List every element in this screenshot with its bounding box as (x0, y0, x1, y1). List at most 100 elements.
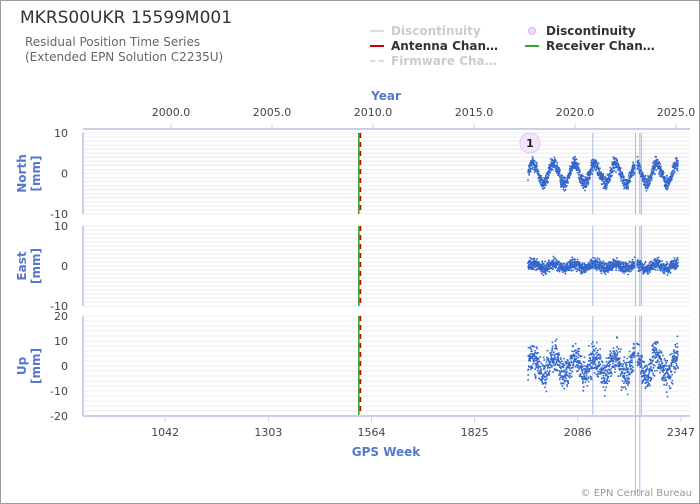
data-point (563, 180, 565, 182)
data-point (676, 168, 678, 171)
data-point (630, 171, 632, 174)
data-point (595, 162, 598, 164)
data-point (531, 357, 534, 360)
legend-item-receiver-change[interactable]: Receiver Chan… (525, 39, 655, 53)
data-point (578, 176, 580, 179)
data-point (649, 267, 652, 269)
data-point (608, 176, 610, 178)
data-point (630, 270, 632, 273)
data-point (676, 335, 679, 338)
data-point (613, 158, 616, 160)
data-point (612, 357, 614, 360)
data-point (549, 165, 552, 168)
data-point (586, 264, 589, 267)
data-point (584, 271, 587, 273)
data-point (574, 266, 576, 269)
data-point (638, 362, 641, 365)
legend-item-antenna-change[interactable]: Antenna Chan… (370, 39, 498, 53)
data-point (564, 177, 567, 179)
data-point (531, 268, 534, 271)
data-point (618, 368, 620, 370)
data-point (666, 382, 668, 385)
data-point (545, 263, 548, 266)
data-point (608, 369, 611, 371)
data-point (564, 269, 566, 271)
data-point (659, 261, 661, 263)
data-point (575, 357, 578, 360)
data-point (604, 180, 607, 182)
data-point (550, 168, 553, 170)
data-point (615, 350, 618, 352)
data-point (617, 163, 620, 166)
data-point (667, 177, 670, 180)
data-point (579, 267, 581, 269)
data-point (627, 188, 629, 190)
data-point (625, 382, 628, 385)
data-point (668, 266, 670, 268)
data-point (609, 370, 612, 373)
data-point (663, 178, 665, 180)
data-point (638, 265, 641, 268)
data-point (561, 181, 564, 184)
legend-item-discontinuity-line[interactable]: Discontinuity (370, 24, 481, 38)
data-point (664, 376, 667, 379)
data-point (621, 171, 623, 174)
data-point (627, 266, 629, 268)
data-point (646, 271, 648, 273)
data-point (633, 167, 636, 169)
data-point (588, 172, 590, 174)
data-point (552, 160, 555, 162)
data-point (606, 382, 609, 385)
data-point (551, 353, 553, 356)
data-point (546, 370, 549, 372)
data-point (532, 161, 535, 164)
data-point (619, 264, 621, 266)
data-point (580, 362, 582, 365)
data-point (613, 166, 615, 169)
data-point (642, 268, 645, 271)
data-point (605, 374, 607, 376)
data-point (617, 347, 620, 350)
data-point (650, 268, 652, 270)
data-point (540, 268, 542, 271)
data-point (581, 369, 583, 371)
data-point (579, 354, 581, 357)
data-point (565, 361, 568, 363)
data-point (543, 373, 545, 376)
data-point (555, 262, 557, 264)
data-point (553, 351, 555, 354)
data-point (560, 176, 563, 178)
data-point (658, 361, 660, 363)
legend-item-discontinuity-marker[interactable]: Discontinuity (525, 24, 636, 38)
data-point (655, 169, 658, 172)
data-point (640, 364, 643, 366)
data-point (555, 353, 558, 355)
data-point (622, 176, 625, 179)
data-point (626, 357, 629, 360)
data-point (582, 187, 584, 189)
data-point (609, 179, 611, 182)
data-point (624, 179, 626, 182)
data-point (583, 356, 586, 359)
data-point (528, 264, 530, 266)
data-point (595, 269, 598, 272)
data-point (671, 352, 673, 355)
data-point (644, 377, 646, 379)
data-point (600, 370, 603, 372)
data-point (676, 256, 679, 259)
data-point (657, 351, 659, 353)
data-point (530, 368, 532, 371)
data-point (590, 359, 593, 362)
data-point (556, 348, 558, 350)
data-point (570, 267, 573, 269)
bottom-axis-tick-label: 2086 (564, 426, 592, 439)
data-point (584, 377, 587, 379)
data-point (654, 349, 657, 352)
data-point (543, 367, 546, 370)
data-point (555, 360, 558, 363)
legend-item-firmware-change[interactable]: Firmware Cha… (370, 54, 497, 68)
data-point (569, 376, 571, 379)
data-point (535, 166, 538, 168)
data-point (663, 270, 666, 272)
data-point (594, 362, 596, 365)
